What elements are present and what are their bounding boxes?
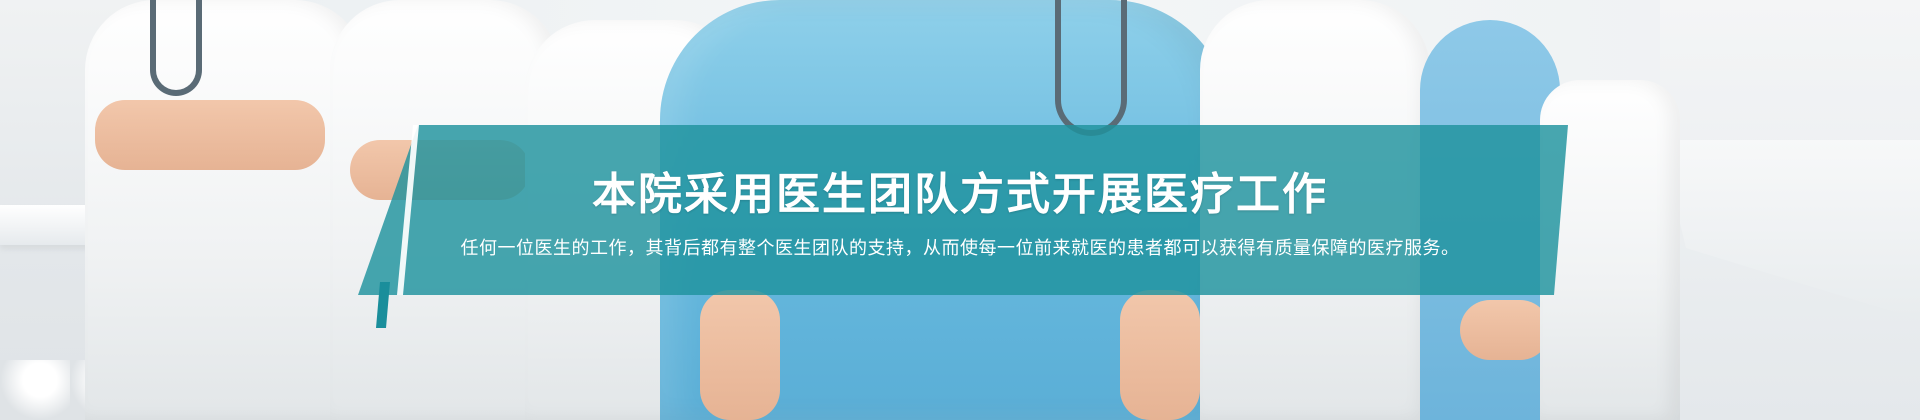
surgeon-arm-right — [1120, 290, 1200, 420]
decorative-accent — [376, 282, 390, 328]
caption-overlay — [358, 125, 1568, 295]
banner-subline: 任何一位医生的工作，其背后都有整个医生团队的支持，从而使每一位前来就医的患者都可… — [460, 238, 1460, 259]
stethoscope-icon — [150, 0, 202, 96]
surgeon-arm-left — [700, 290, 780, 420]
banner-headline: 本院采用医生团队方式开展医疗工作 — [592, 169, 1328, 220]
stethoscope-icon — [1055, 0, 1127, 136]
nurse-arm — [1460, 300, 1550, 360]
doctor-figure — [85, 0, 365, 420]
doctor-arm — [95, 100, 325, 170]
